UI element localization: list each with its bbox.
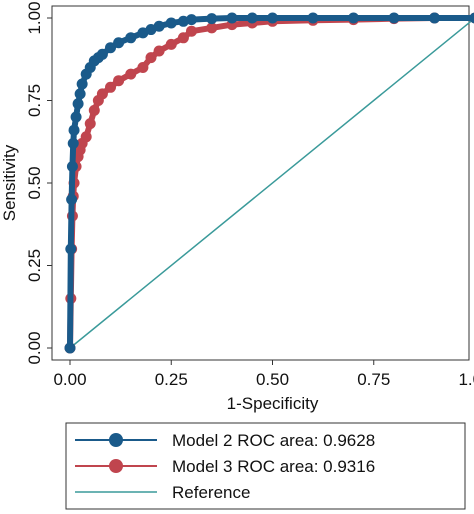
y-tick-label: 0.50 — [25, 166, 44, 199]
y-axis: 0.00 0.25 0.50 0.75 1.00 Sensitivity — [0, 1, 53, 365]
x-ticks: 0.00 0.25 0.50 0.75 1.00 — [53, 360, 474, 389]
series-0-point — [113, 37, 125, 49]
series-1-point — [165, 38, 177, 50]
x-tick-label: 0.00 — [53, 370, 86, 389]
series-0-point — [65, 243, 77, 255]
series-0 — [64, 12, 474, 354]
series-0-point — [186, 14, 197, 26]
series-0-point — [70, 111, 82, 123]
y-tick-label: 0.00 — [25, 331, 44, 364]
series-1-point — [80, 131, 92, 143]
y-tick-label: 1.00 — [25, 1, 44, 34]
legend: Model 2 ROC area: 0.9628 Model 3 ROC area… — [65, 422, 466, 510]
series-0-point — [105, 42, 116, 54]
series-0-point — [72, 98, 84, 110]
series-1-point — [145, 52, 157, 64]
series-0-point — [64, 342, 76, 354]
y-tick-label: 0.25 — [25, 249, 44, 282]
series-0-point — [96, 48, 108, 60]
x-tick-label: 0.75 — [357, 370, 390, 389]
series-0-point — [66, 161, 78, 172]
y-ticks: 0.00 0.25 0.50 0.75 1.00 — [25, 1, 52, 365]
series-0-point — [226, 12, 238, 24]
series-0-point — [153, 20, 165, 32]
x-tick-label: 1.00 — [458, 370, 474, 389]
series-1-point — [153, 45, 165, 57]
series-0-point — [68, 124, 80, 136]
legend-item-1: Model 3 ROC area: 0.9316 — [75, 457, 375, 476]
series-1-point — [113, 75, 125, 87]
series-1-point — [125, 68, 137, 80]
y-axis-title: Sensitivity — [0, 144, 19, 221]
series-0-point — [66, 194, 78, 205]
legend-items: Model 2 ROC area: 0.9628 Model 3 ROC area… — [75, 431, 375, 502]
series-0-point — [67, 137, 79, 149]
series-0-point — [429, 12, 440, 24]
x-tick-label: 0.25 — [155, 370, 188, 389]
legend-label: Model 3 ROC area: 0.9316 — [172, 457, 375, 476]
x-tick-label: 0.50 — [256, 370, 289, 389]
legend-label: Reference — [172, 483, 250, 502]
legend-label: Model 2 ROC area: 0.9628 — [172, 431, 375, 450]
legend-swatch-marker — [109, 459, 123, 473]
series-2-line — [69, 17, 474, 349]
y-tick-label: 0.75 — [25, 84, 44, 117]
series-1-point — [137, 62, 149, 73]
series-1-point — [186, 25, 197, 37]
series-0-point — [125, 32, 137, 44]
series-0-point — [206, 13, 218, 25]
x-axis-title: 1-Specificity — [227, 394, 319, 413]
series-0-point — [469, 12, 474, 24]
series-1-point — [88, 104, 100, 116]
series-0-point — [74, 88, 86, 100]
series-2 — [69, 17, 474, 349]
x-axis: 0.00 0.25 0.50 0.75 1.00 1-Specificity — [52, 359, 474, 413]
series-1-point — [84, 118, 96, 130]
series-0-point — [267, 12, 278, 24]
series-0-point — [307, 12, 319, 24]
series-0-point — [165, 17, 177, 29]
legend-swatch-marker — [109, 433, 123, 447]
legend-item-2: Reference — [75, 483, 250, 502]
series-0-point — [348, 12, 359, 24]
series-1-point — [105, 81, 116, 93]
series-0-point — [76, 78, 88, 90]
series-0-point — [246, 12, 258, 24]
series-layer — [64, 12, 474, 354]
legend-item-0: Model 2 ROC area: 0.9628 — [75, 431, 375, 450]
series-1-point — [206, 22, 218, 34]
series-0-point — [388, 12, 400, 24]
series-1-point — [96, 88, 108, 100]
series-1-point — [177, 32, 189, 44]
